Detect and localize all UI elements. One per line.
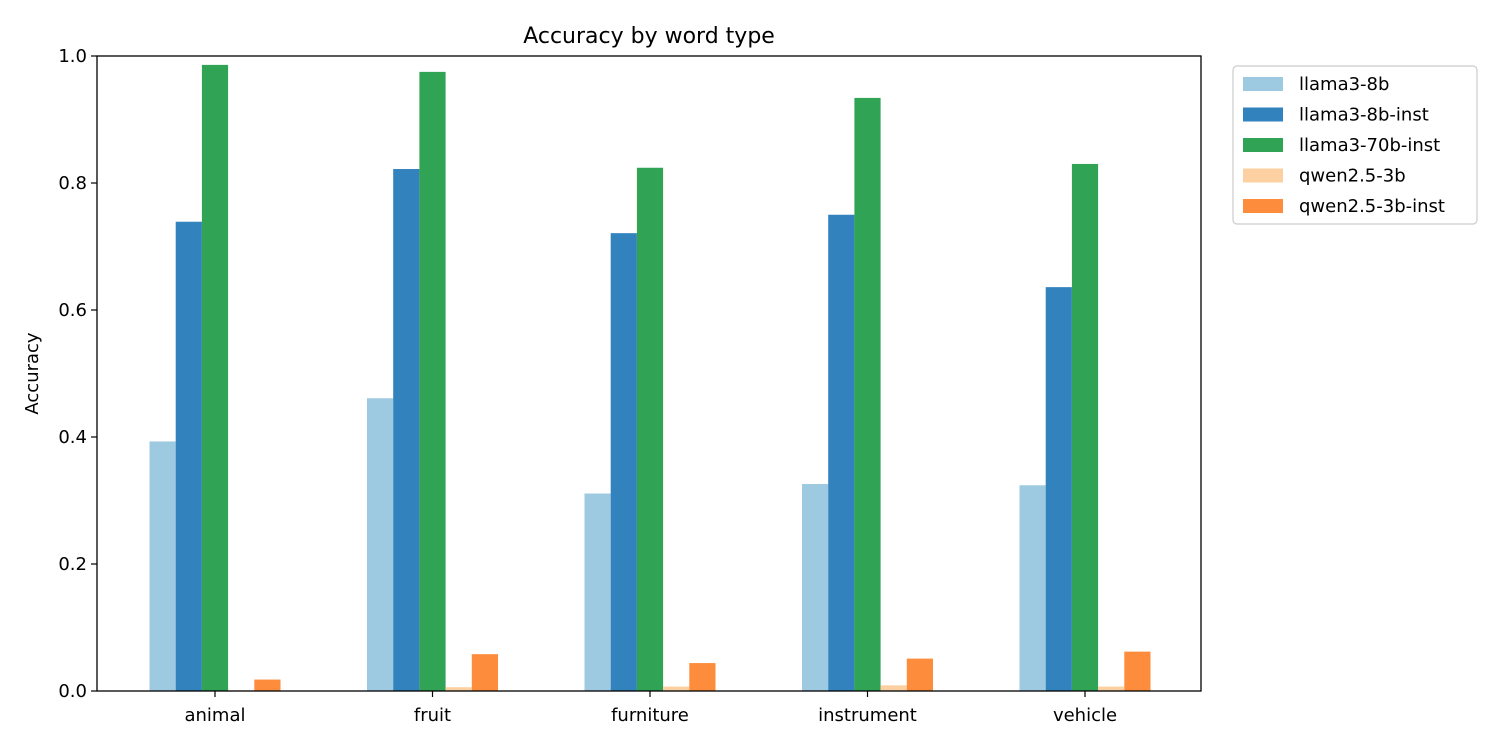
bar-fruit-llama3-8b	[367, 398, 394, 691]
y-tick-label: 1.0	[58, 46, 87, 67]
y-tick-label: 0.2	[58, 554, 87, 575]
bar-furniture-llama3-70b-inst	[636, 167, 664, 691]
legend-box	[1232, 65, 1478, 225]
bar-instrument-llama3-70b-inst	[854, 97, 881, 691]
legend-swatch-qwen2.5-3b	[1243, 168, 1283, 183]
legend-swatch-llama3-70b-inst	[1243, 138, 1283, 152]
bar-furniture-llama3-8b	[584, 493, 611, 691]
bar-vehicle-qwen2.5-3b-inst	[1124, 651, 1151, 691]
bar-animal-llama3-8b	[149, 441, 176, 691]
bar-vehicle-llama3-70b-inst	[1071, 163, 1099, 691]
legend: llama3-8b llama3-8b-inst llama3-70b-inst qw…	[1232, 65, 1478, 225]
legend-label-llama3-70b-inst: llama3-70b-inst	[1299, 135, 1440, 156]
legend-label-qwen2.5-3b: qwen2.5-3b	[1299, 166, 1406, 187]
bar-fruit-llama3-70b-inst	[419, 71, 446, 691]
bar-animal-qwen2.5-3b-inst	[254, 679, 281, 691]
plot-frame	[96, 55, 1202, 692]
bar-animal-llama3-8b-inst	[175, 221, 202, 692]
y-tick-label: 0.6	[58, 300, 87, 321]
bars-layer	[149, 64, 1151, 692]
x-tick-label: instrument	[818, 705, 917, 726]
legend-label-qwen2.5-3b-inst: qwen2.5-3b-inst	[1299, 196, 1445, 217]
bar-furniture-qwen2.5-3b-inst	[689, 663, 716, 691]
bar-animal-llama3-70b-inst	[201, 64, 229, 691]
legend-label-llama3-8b: llama3-8b	[1299, 74, 1389, 95]
bar-vehicle-qwen2.5-3b	[1098, 686, 1125, 691]
x-tick-label: fruit	[414, 705, 451, 726]
legend-swatch-llama3-8b-inst	[1243, 107, 1283, 122]
legend-label-llama3-8b-inst: llama3-8b-inst	[1299, 105, 1429, 126]
legend-swatch-llama3-8b	[1243, 77, 1283, 91]
bar-vehicle-llama3-8b	[1019, 485, 1046, 691]
y-tick-label: 0.4	[58, 427, 87, 448]
bar-vehicle-llama3-8b-inst	[1045, 287, 1072, 691]
y-axis-label: Accuracy	[22, 332, 43, 415]
bar-instrument-qwen2.5-3b	[880, 685, 907, 691]
chart-title: Accuracy by word type	[523, 24, 775, 49]
y-tick-label: 0.8	[58, 173, 87, 194]
bar-instrument-qwen2.5-3b-inst	[906, 658, 933, 691]
y-tick-label: 0.0	[58, 681, 87, 702]
x-tick-label: animal	[184, 705, 245, 726]
legend-swatch-qwen2.5-3b-inst	[1243, 199, 1283, 213]
bar-furniture-llama3-8b-inst	[610, 233, 637, 692]
bar-fruit-qwen2.5-3b	[445, 687, 472, 691]
x-tick-label: furniture	[611, 705, 689, 726]
bar-instrument-llama3-8b	[802, 483, 829, 691]
bar-fruit-qwen2.5-3b-inst	[471, 654, 498, 691]
axes-layer: 0.0 0.2 0.4 0.6 0.8 1.0 animal fruit furniture in…	[58, 46, 1202, 726]
x-tick-label: vehicle	[1053, 705, 1117, 726]
bar-furniture-qwen2.5-3b	[663, 686, 690, 691]
bar-instrument-llama3-8b-inst	[828, 214, 855, 691]
bar-fruit-llama3-8b-inst	[393, 169, 420, 691]
